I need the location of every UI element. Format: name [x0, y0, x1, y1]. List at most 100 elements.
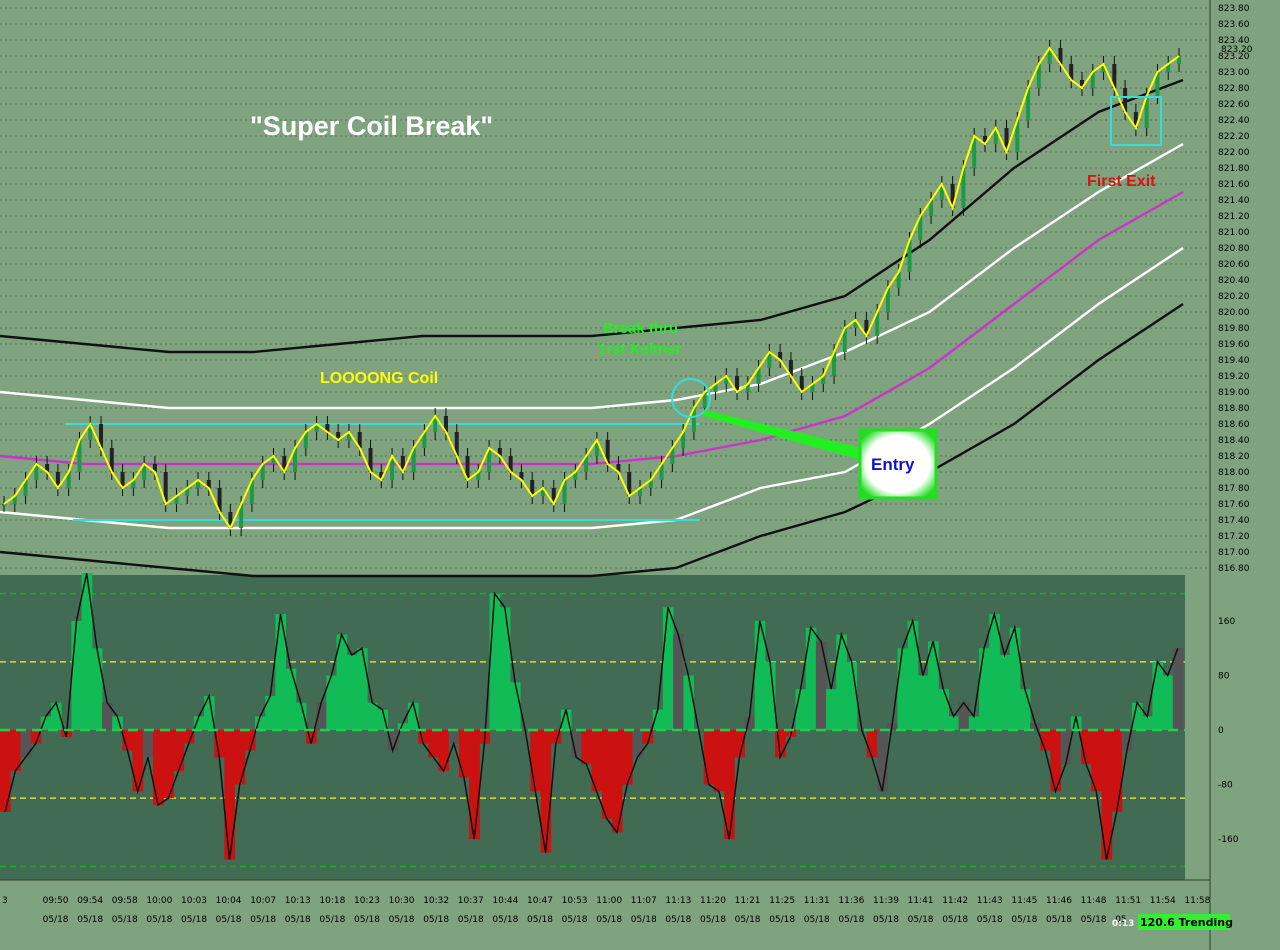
- osc-bar: [346, 655, 358, 730]
- osc-bar: [611, 730, 623, 833]
- x-tick-date: 05/18: [1011, 915, 1037, 925]
- osc-bar: [1172, 648, 1184, 730]
- price-bar-body: [788, 360, 793, 376]
- entry-box: [858, 428, 938, 500]
- osc-bar: [81, 573, 93, 730]
- x-tick-date: 05/18: [769, 915, 795, 925]
- x-tick-time: 10:30: [389, 896, 415, 906]
- osc-bar: [112, 716, 123, 730]
- entry-label: Entry: [871, 455, 915, 474]
- osc-bar: [1162, 675, 1174, 730]
- osc-bar: [397, 723, 409, 730]
- osc-bar: [448, 730, 460, 744]
- osc-bar: [887, 723, 898, 730]
- osc-bar: [499, 607, 511, 730]
- osc-bar: [897, 648, 909, 730]
- y-tick-label: 822.40: [1218, 116, 1250, 126]
- price-bar-body: [584, 456, 589, 472]
- osc-bar: [1050, 730, 1062, 792]
- x-tick-date: 05/18: [112, 915, 138, 925]
- y-tick-label: 820.60: [1218, 260, 1250, 270]
- osc-bar: [999, 655, 1011, 730]
- osc-bar: [530, 730, 542, 792]
- osc-bar: [91, 648, 103, 730]
- price-bar-body: [605, 440, 610, 464]
- price-bar-body: [1058, 48, 1063, 64]
- price-bar-body: [239, 504, 244, 528]
- price-bar-body: [907, 240, 912, 272]
- price-bar-body: [1069, 64, 1074, 80]
- price-bar-body: [217, 488, 222, 512]
- price-bar-body: [627, 472, 632, 496]
- break-annotation-line2: 1rst Keltner: [598, 341, 682, 358]
- price-bar-body: [77, 440, 82, 472]
- osc-bar: [489, 593, 501, 730]
- y-tick-label: 822.80: [1218, 84, 1250, 94]
- x-tick-time: 10:07: [250, 896, 276, 906]
- price-bar-body: [228, 512, 233, 528]
- osc-bar: [775, 730, 786, 758]
- y-tick-label: 818.00: [1218, 468, 1250, 478]
- x-tick-date: 05/18: [389, 915, 415, 925]
- price-bar-body: [1166, 64, 1171, 72]
- osc-bar: [560, 709, 572, 730]
- osc-bar: [183, 730, 195, 744]
- x-tick-time: 11:00: [596, 896, 622, 906]
- osc-bar: [652, 709, 664, 730]
- x-tick-date: 05/18: [285, 915, 311, 925]
- y-tick-label: 823.80: [1218, 4, 1250, 14]
- osc-bar: [540, 730, 552, 853]
- osc-tick-label: 160: [1218, 617, 1235, 627]
- x-tick-time: 11:36: [838, 896, 864, 906]
- x-tick-date: 05/18: [458, 915, 484, 925]
- price-bar-body: [23, 480, 28, 496]
- price-bar-body: [1079, 80, 1084, 88]
- osc-bar: [938, 689, 949, 730]
- price-bar-body: [724, 376, 729, 384]
- price-bar-body: [196, 480, 201, 488]
- osc-bar: [744, 716, 756, 730]
- osc-tick-label: 80: [1218, 671, 1230, 681]
- osc-bar: [571, 730, 582, 758]
- price-bar-body: [562, 480, 567, 504]
- y-tick-label: 823.40: [1218, 36, 1250, 46]
- osc-bar: [846, 661, 858, 730]
- price-bar-body: [271, 456, 276, 464]
- x-tick-date: 05/18: [1046, 915, 1072, 925]
- osc-bar: [1040, 730, 1051, 751]
- osc-bar: [254, 716, 266, 730]
- osc-bar: [509, 682, 521, 730]
- price-bar-body: [875, 312, 880, 336]
- price-bar-body: [249, 480, 254, 504]
- osc-bar: [101, 702, 113, 730]
- y-tick-label: 819.80: [1218, 324, 1250, 334]
- y-tick-label: 816.80: [1218, 564, 1250, 574]
- price-bar-body: [864, 320, 869, 336]
- y-tick-label: 820.40: [1218, 276, 1250, 286]
- osc-bar: [979, 648, 990, 730]
- price-bar-body: [982, 136, 987, 144]
- osc-bar: [173, 730, 185, 771]
- price-panel-bg: [0, 0, 1210, 575]
- chart-title: "Super Coil Break": [250, 111, 493, 141]
- y-tick-label: 817.00: [1218, 548, 1250, 558]
- price-bar-body: [303, 432, 308, 448]
- price-bar-body: [594, 440, 599, 456]
- price-bar-body: [1112, 64, 1117, 88]
- y-tick-label: 817.60: [1218, 500, 1250, 510]
- y-tick-label: 822.60: [1218, 100, 1250, 110]
- osc-bar: [122, 730, 134, 751]
- price-smooth-line: [3, 46, 1180, 531]
- coil-annotation: LOOOONG Coil: [320, 370, 438, 387]
- osc-bar: [336, 634, 348, 730]
- entry-arrow: [703, 410, 862, 460]
- x-tick-time: 11:25: [769, 896, 795, 906]
- osc-line: [4, 573, 1179, 860]
- price-bar-body: [681, 432, 686, 448]
- price-bar-body: [346, 432, 351, 440]
- price-line: [3, 46, 1180, 531]
- price-bar-body: [972, 136, 977, 168]
- y-tick-label: 821.20: [1218, 212, 1250, 222]
- price-bar-body: [12, 496, 17, 504]
